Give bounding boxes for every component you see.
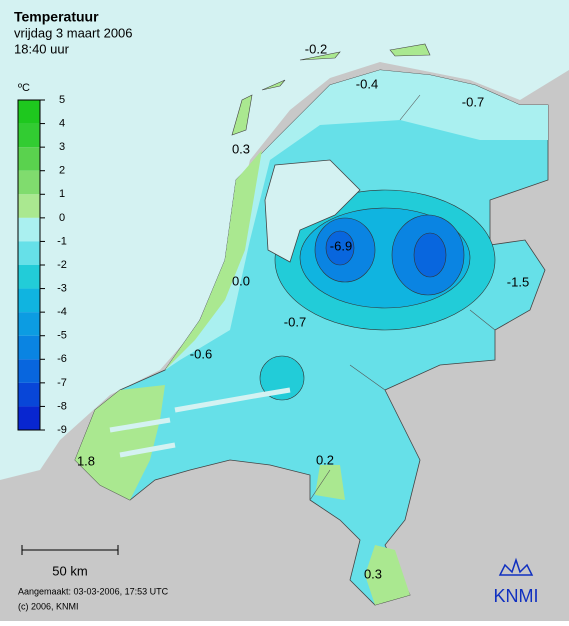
legend-tick-label: -8 bbox=[57, 400, 67, 412]
legend-swatch bbox=[18, 217, 40, 242]
map-label: -0.7 bbox=[462, 94, 484, 109]
logo-crown bbox=[498, 557, 534, 576]
legend-swatch bbox=[18, 123, 40, 148]
sea bbox=[0, 0, 569, 480]
legend-tick-label: -9 bbox=[57, 424, 67, 436]
map-label: 1.8 bbox=[77, 453, 95, 468]
coast-zone bbox=[165, 150, 262, 370]
legend-tick-label: -3 bbox=[57, 282, 67, 294]
legend-tick-label: 4 bbox=[59, 117, 65, 129]
legend-tick-label: -1 bbox=[57, 235, 67, 247]
legend-tick-label: -2 bbox=[57, 259, 67, 271]
legend: 5 4 3 2 1 0 -1 -2 -3 -4 -5 -6 -7 -8 -9 bbox=[17, 94, 67, 436]
legend-tick-label: -5 bbox=[57, 330, 67, 342]
legend-tick-label: -7 bbox=[57, 377, 67, 389]
map-labels: -0.2 -0.4 -0.7 0.3 -6.9 -1.5 0.0 -0.7 -0.6 1.8 0.2… bbox=[77, 41, 529, 581]
legend-tick-label: 2 bbox=[59, 165, 65, 177]
map-label: -0.7 bbox=[284, 314, 306, 329]
title: Temperatuur bbox=[14, 9, 99, 25]
legend-swatch bbox=[18, 312, 40, 336]
legend-swatch bbox=[18, 170, 40, 195]
zeeland-zone bbox=[75, 385, 165, 500]
map-label: -0.2 bbox=[305, 41, 327, 56]
map-label: 0.3 bbox=[364, 566, 382, 581]
contour bbox=[413, 232, 447, 278]
legend-tick-label: 5 bbox=[59, 94, 65, 106]
south-zone bbox=[315, 465, 410, 605]
map-label: 0.3 bbox=[232, 141, 250, 156]
map-label: -6.9 bbox=[330, 238, 352, 253]
legend-swatch bbox=[18, 335, 40, 360]
legend-tick-label: -4 bbox=[57, 306, 67, 318]
map-label: -0.6 bbox=[190, 346, 212, 361]
legend-tick-label: 1 bbox=[59, 188, 65, 200]
legend-swatch bbox=[18, 147, 40, 171]
legend-swatch bbox=[18, 359, 40, 383]
legend-swatch bbox=[18, 382, 40, 407]
legend-swatch bbox=[18, 406, 40, 430]
time: 18:40 uur bbox=[14, 41, 70, 56]
logo: KNMI bbox=[494, 586, 539, 606]
map-label: 0.2 bbox=[316, 452, 334, 467]
scale-label: 50 km bbox=[52, 563, 87, 578]
borders bbox=[309, 94, 496, 501]
footer-created: Aangemaakt: 03-03-2006, 17:53 UTC bbox=[18, 586, 169, 596]
legend-swatch bbox=[18, 265, 40, 289]
legend-tick-label: 3 bbox=[59, 141, 65, 153]
legend-tick-label: -6 bbox=[57, 353, 67, 365]
legend-swatch bbox=[18, 100, 40, 124]
map-label: -1.5 bbox=[507, 274, 529, 289]
contour bbox=[325, 230, 355, 266]
map-label: -0.4 bbox=[356, 76, 378, 91]
legend-unit: ºC bbox=[18, 82, 30, 94]
wadden-islands bbox=[231, 43, 431, 136]
footer-copyright: (c) 2006, KNMI bbox=[18, 601, 79, 611]
legend-swatch bbox=[18, 194, 40, 218]
date: vrijdag 3 maart 2006 bbox=[14, 25, 133, 40]
map-label: 0.0 bbox=[232, 273, 250, 288]
legend-swatch bbox=[18, 288, 40, 313]
ijsselmeer bbox=[264, 159, 361, 263]
contour bbox=[259, 355, 305, 401]
legend-swatch bbox=[18, 241, 40, 265]
legend-tick-label: 0 bbox=[59, 212, 65, 224]
rivers bbox=[109, 387, 291, 458]
